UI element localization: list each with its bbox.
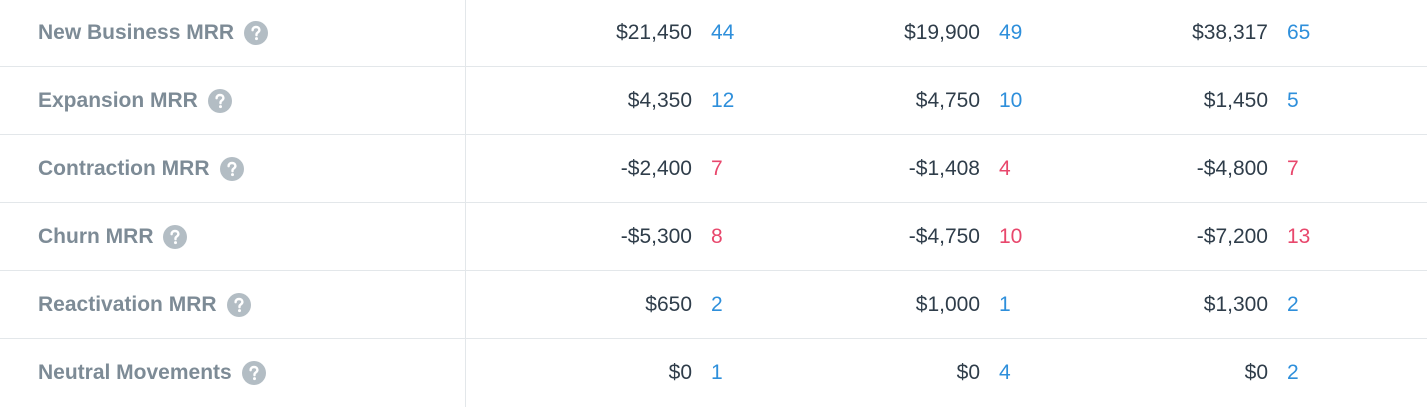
count: 4 [999,157,1011,180]
help-icon[interactable] [163,225,188,249]
amount: $0 [956,361,980,384]
amount: $19,900 [904,21,980,44]
column-divider [465,0,466,407]
count: 2 [711,293,723,316]
amount: $650 [645,293,692,316]
count: 7 [711,157,723,180]
amount: -$4,750 [908,225,980,248]
row-label-group: Reactivation MRR [38,271,251,339]
row-label: New Business MRR [38,21,235,44]
amount: -$2,400 [620,157,692,180]
help-icon[interactable] [244,21,269,45]
count: 4 [999,361,1011,384]
table-row: Contraction MRR -$2,400 7 -$1,408 4 -$4,800 7 [0,135,1427,203]
help-icon[interactable] [207,89,232,113]
row-label-group: Neutral Movements [38,339,266,407]
table-row: Reactivation MRR $650 2 $1,000 1 $1,300 2 [0,271,1427,339]
count: 2 [1287,293,1299,316]
count: 44 [711,21,735,44]
count: 10 [999,225,1023,248]
amount: $0 [668,361,692,384]
count: 1 [999,293,1011,316]
row-label: Neutral Movements [38,361,232,384]
count: 13 [1287,225,1311,248]
amount: -$5,300 [620,225,692,248]
row-label-group: Contraction MRR [38,135,244,203]
table-row: New Business MRR $21,450 44 $19,900 49 $38,31… [0,0,1427,67]
count: 5 [1287,89,1299,112]
row-label-group: Churn MRR [38,203,188,271]
count: 8 [711,225,723,248]
row-label: Churn MRR [38,225,154,248]
help-icon[interactable] [241,361,266,385]
table-row: Churn MRR -$5,300 8 -$4,750 10 -$7,200 13 [0,203,1427,271]
row-label: Expansion MRR [38,89,198,112]
count: 2 [1287,361,1299,384]
amount: $4,350 [627,89,692,112]
amount: $1,000 [915,293,980,316]
amount: $38,317 [1192,21,1268,44]
row-label-group: New Business MRR [38,0,269,67]
table-row: Expansion MRR $4,350 12 $4,750 10 $1,450 5 [0,67,1427,135]
count: 65 [1287,21,1311,44]
row-label: Contraction MRR [38,157,210,180]
row-label: Reactivation MRR [38,293,217,316]
amount: $21,450 [616,21,692,44]
count: 10 [999,89,1023,112]
amount: -$7,200 [1196,225,1268,248]
help-icon[interactable] [219,157,244,181]
count: 12 [711,89,735,112]
amount: $4,750 [915,89,980,112]
amount: $1,300 [1203,293,1268,316]
amount: $0 [1244,361,1268,384]
amount: -$1,408 [908,157,980,180]
help-icon[interactable] [226,293,251,317]
count: 49 [999,21,1023,44]
table-row: Neutral Movements $0 1 $0 4 $0 2 [0,339,1427,407]
count: 7 [1287,157,1299,180]
amount: $1,450 [1203,89,1268,112]
row-label-group: Expansion MRR [38,67,232,135]
count: 1 [711,361,723,384]
amount: -$4,800 [1196,157,1268,180]
